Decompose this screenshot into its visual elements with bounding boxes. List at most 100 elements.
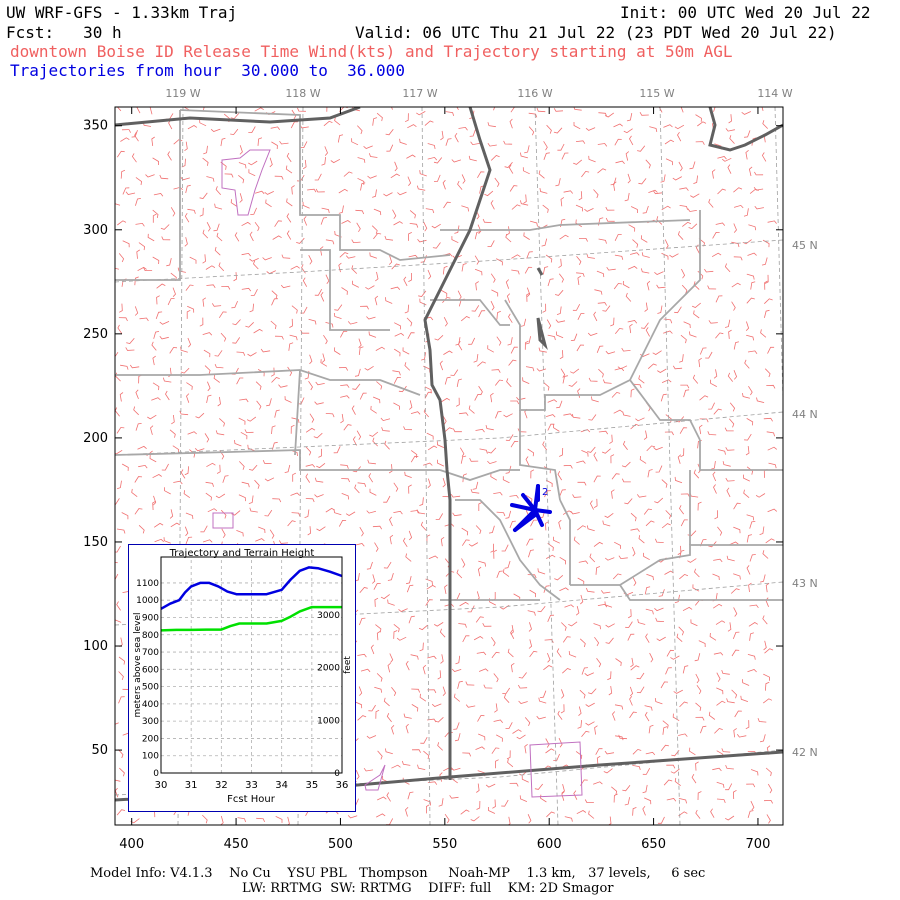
wind-barb (689, 161, 696, 170)
wind-barb (721, 157, 732, 162)
wind-barb (734, 710, 742, 718)
wind-barb (678, 626, 684, 636)
wind-barb (538, 170, 545, 179)
wind-barb (185, 512, 194, 520)
wind-barb (468, 337, 476, 345)
wind-barb (746, 565, 751, 575)
wind-barb (409, 223, 419, 228)
wind-barb (367, 175, 377, 179)
wind-barb (528, 126, 535, 136)
wind-barb (377, 796, 387, 801)
wind-barb (369, 488, 377, 496)
wind-barb (679, 505, 685, 515)
wind-barb (733, 728, 737, 738)
wind-barb (355, 770, 360, 780)
wind-barb (526, 251, 533, 259)
wind-barb (270, 320, 277, 330)
wind-barb (274, 335, 284, 340)
wind-barb (628, 224, 636, 232)
wind-barb (542, 441, 548, 451)
wind-barb (622, 280, 630, 289)
wind-barb (287, 366, 293, 377)
wind-barb (189, 449, 196, 458)
wind-barb (698, 640, 706, 648)
wind-barb (115, 573, 119, 581)
wind-barb (333, 446, 341, 454)
wind-barb (451, 767, 461, 771)
wind-barb (419, 497, 424, 506)
wind-barb (761, 257, 768, 266)
wind-barb (461, 558, 466, 568)
wind-barb (286, 198, 293, 207)
wind-barb (660, 681, 669, 689)
wind-barb (218, 262, 225, 272)
wind-barb (681, 284, 688, 294)
wind-barb (116, 107, 122, 112)
wind-barb (472, 481, 479, 490)
wind-barb (385, 128, 394, 136)
wind-barb (115, 787, 119, 798)
wind-barb (704, 268, 714, 273)
wind-barb (724, 263, 731, 273)
wind-barb (180, 176, 190, 181)
wind-barb (241, 287, 252, 292)
wind-barb (427, 478, 431, 488)
wind-barb (721, 669, 730, 675)
wind-barb (440, 654, 444, 664)
wind-barb (230, 128, 239, 136)
wind-barb (237, 817, 246, 823)
wind-barb (393, 510, 403, 515)
wind-barb (622, 440, 628, 451)
wind-barb (433, 174, 441, 182)
wind-barb (457, 340, 463, 351)
wind-barb (164, 487, 171, 495)
wind-barb (386, 144, 394, 152)
wind-barb (672, 365, 683, 370)
wind-barb (292, 472, 296, 482)
wind-barb (275, 816, 283, 823)
wind-barb (247, 444, 255, 452)
wind-barb (581, 667, 588, 675)
wind-barb (493, 107, 496, 111)
wind-barb (698, 357, 702, 368)
wind-barb (646, 445, 656, 452)
wind-barb (343, 424, 352, 431)
wind-barb (613, 793, 618, 803)
wind-barb (683, 321, 691, 329)
wind-barb (746, 534, 753, 543)
wind-barb (721, 748, 731, 753)
wind-barb (558, 273, 564, 283)
wind-barb (153, 331, 160, 339)
terrain-height-line (160, 605, 342, 632)
wind-barb (585, 721, 595, 726)
wind-barb (603, 768, 613, 774)
wind-barb (692, 374, 699, 384)
wind-barb (615, 658, 622, 667)
wind-barb (528, 622, 532, 632)
wind-barb (159, 335, 169, 340)
wind-barb (457, 180, 463, 190)
wind-barb (542, 204, 549, 213)
wind-barb (661, 479, 668, 488)
wind-barb (563, 413, 573, 417)
montana-border (115, 107, 361, 127)
wind-barb (372, 396, 381, 404)
wind-barb (733, 607, 738, 617)
wind-barb (138, 525, 145, 534)
wind-barb (672, 176, 682, 181)
wind-barb (754, 205, 764, 210)
wind-barb (345, 511, 356, 516)
wind-barb (581, 170, 590, 178)
wind-barb (286, 230, 292, 240)
wind-barb (487, 142, 497, 147)
wind-barb (115, 267, 120, 270)
wind-barb (314, 477, 324, 483)
wind-barb (556, 331, 564, 339)
wind-barb (714, 510, 719, 520)
wind-barb (405, 723, 409, 734)
wind-barb (683, 389, 690, 398)
wind-barb (678, 811, 688, 817)
inset-x-tick-label: 32 (215, 780, 228, 791)
wind-barb (269, 529, 275, 539)
wind-barb (406, 317, 413, 327)
